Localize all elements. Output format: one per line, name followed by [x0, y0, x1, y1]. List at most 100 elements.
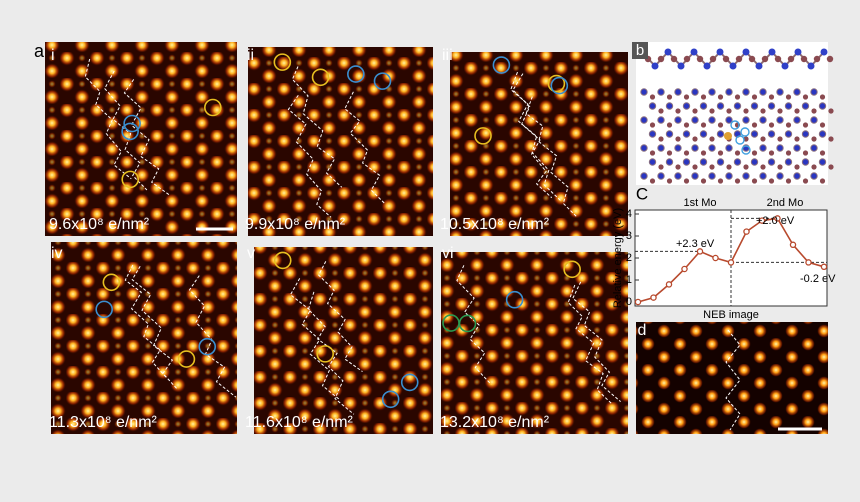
lattice — [441, 252, 628, 434]
atom — [658, 136, 664, 142]
atom — [716, 48, 724, 56]
atom — [748, 55, 756, 63]
x-axis-label: NEB image — [703, 309, 759, 321]
atom — [657, 88, 665, 96]
atom-marker — [123, 114, 141, 133]
atom — [733, 158, 742, 166]
atom — [709, 108, 715, 114]
data-point — [681, 265, 688, 273]
atom — [692, 108, 698, 114]
atom — [768, 122, 775, 128]
atom-marker — [121, 122, 139, 141]
defect-outline — [456, 265, 492, 385]
defect-outline — [131, 265, 179, 391]
atom — [802, 122, 809, 128]
atom — [691, 116, 699, 124]
atom — [800, 55, 808, 63]
atom — [811, 164, 817, 170]
data-point — [727, 259, 735, 266]
atom — [708, 116, 716, 124]
atom — [657, 172, 665, 180]
atom — [666, 122, 673, 128]
atom — [675, 164, 681, 170]
atom — [777, 164, 783, 170]
atom — [703, 62, 711, 70]
atom — [742, 48, 750, 56]
atom — [734, 178, 741, 184]
atom — [785, 150, 792, 156]
atom — [743, 108, 749, 114]
annotation: -0.2 eV — [800, 273, 836, 285]
atom — [699, 158, 708, 166]
highlight — [730, 120, 740, 130]
atom — [683, 122, 690, 128]
atom — [716, 102, 725, 110]
panel-sublabel: iv — [51, 245, 63, 262]
atom — [785, 122, 792, 128]
atom — [760, 164, 766, 170]
atom — [742, 116, 750, 124]
atom — [709, 55, 717, 63]
atom — [648, 158, 657, 166]
defect-outline — [510, 71, 562, 202]
atom — [794, 136, 800, 142]
atom — [828, 136, 834, 142]
panel-sublabel: ii — [247, 47, 254, 64]
atom — [742, 88, 750, 96]
atom — [640, 116, 648, 124]
atom-marker — [316, 345, 334, 363]
atom — [648, 102, 657, 110]
atom — [818, 102, 827, 110]
atom — [640, 172, 648, 180]
atom — [810, 116, 818, 124]
atom — [807, 62, 815, 70]
atom-marker — [121, 170, 140, 189]
atom — [794, 108, 800, 114]
atom — [735, 55, 743, 63]
atom — [759, 88, 767, 96]
atom — [802, 150, 809, 156]
atom — [743, 164, 749, 170]
atom — [700, 150, 707, 156]
highlight — [724, 132, 732, 140]
atom-marker — [550, 76, 569, 95]
data-point — [805, 259, 812, 266]
atom — [726, 164, 732, 170]
annotation: 1st Mo — [683, 197, 716, 209]
atom — [665, 158, 674, 166]
y-tick-label: 4 — [626, 208, 632, 220]
atom — [819, 94, 826, 100]
atom — [648, 130, 657, 138]
atom — [785, 178, 792, 184]
atom — [767, 102, 776, 110]
data-point — [820, 263, 828, 271]
defect-outline — [344, 91, 386, 205]
atom — [640, 144, 648, 152]
dose-label: 11.3x10⁸ e/nm² — [49, 414, 158, 431]
atom — [722, 55, 730, 63]
atom — [810, 88, 818, 96]
atom — [649, 178, 656, 184]
data-point — [774, 215, 781, 222]
atom — [683, 150, 690, 156]
panel-label: C — [636, 184, 648, 203]
atom-marker — [442, 314, 460, 332]
y-tick-label: 1 — [626, 274, 632, 286]
atom — [793, 172, 801, 180]
dose-label: 11.6x10⁸ e/nm² — [245, 414, 354, 431]
atom — [826, 55, 834, 63]
atom — [760, 108, 766, 114]
atom — [691, 88, 699, 96]
atom — [733, 102, 742, 110]
y-tick-label: 0 — [626, 296, 632, 308]
atom — [768, 48, 776, 56]
atom — [725, 144, 733, 152]
atom — [751, 178, 758, 184]
data-point — [634, 298, 642, 306]
defect-outline — [104, 70, 148, 191]
label-box — [632, 42, 648, 59]
atom — [700, 178, 707, 184]
image-content — [248, 47, 433, 236]
atom — [658, 164, 664, 170]
